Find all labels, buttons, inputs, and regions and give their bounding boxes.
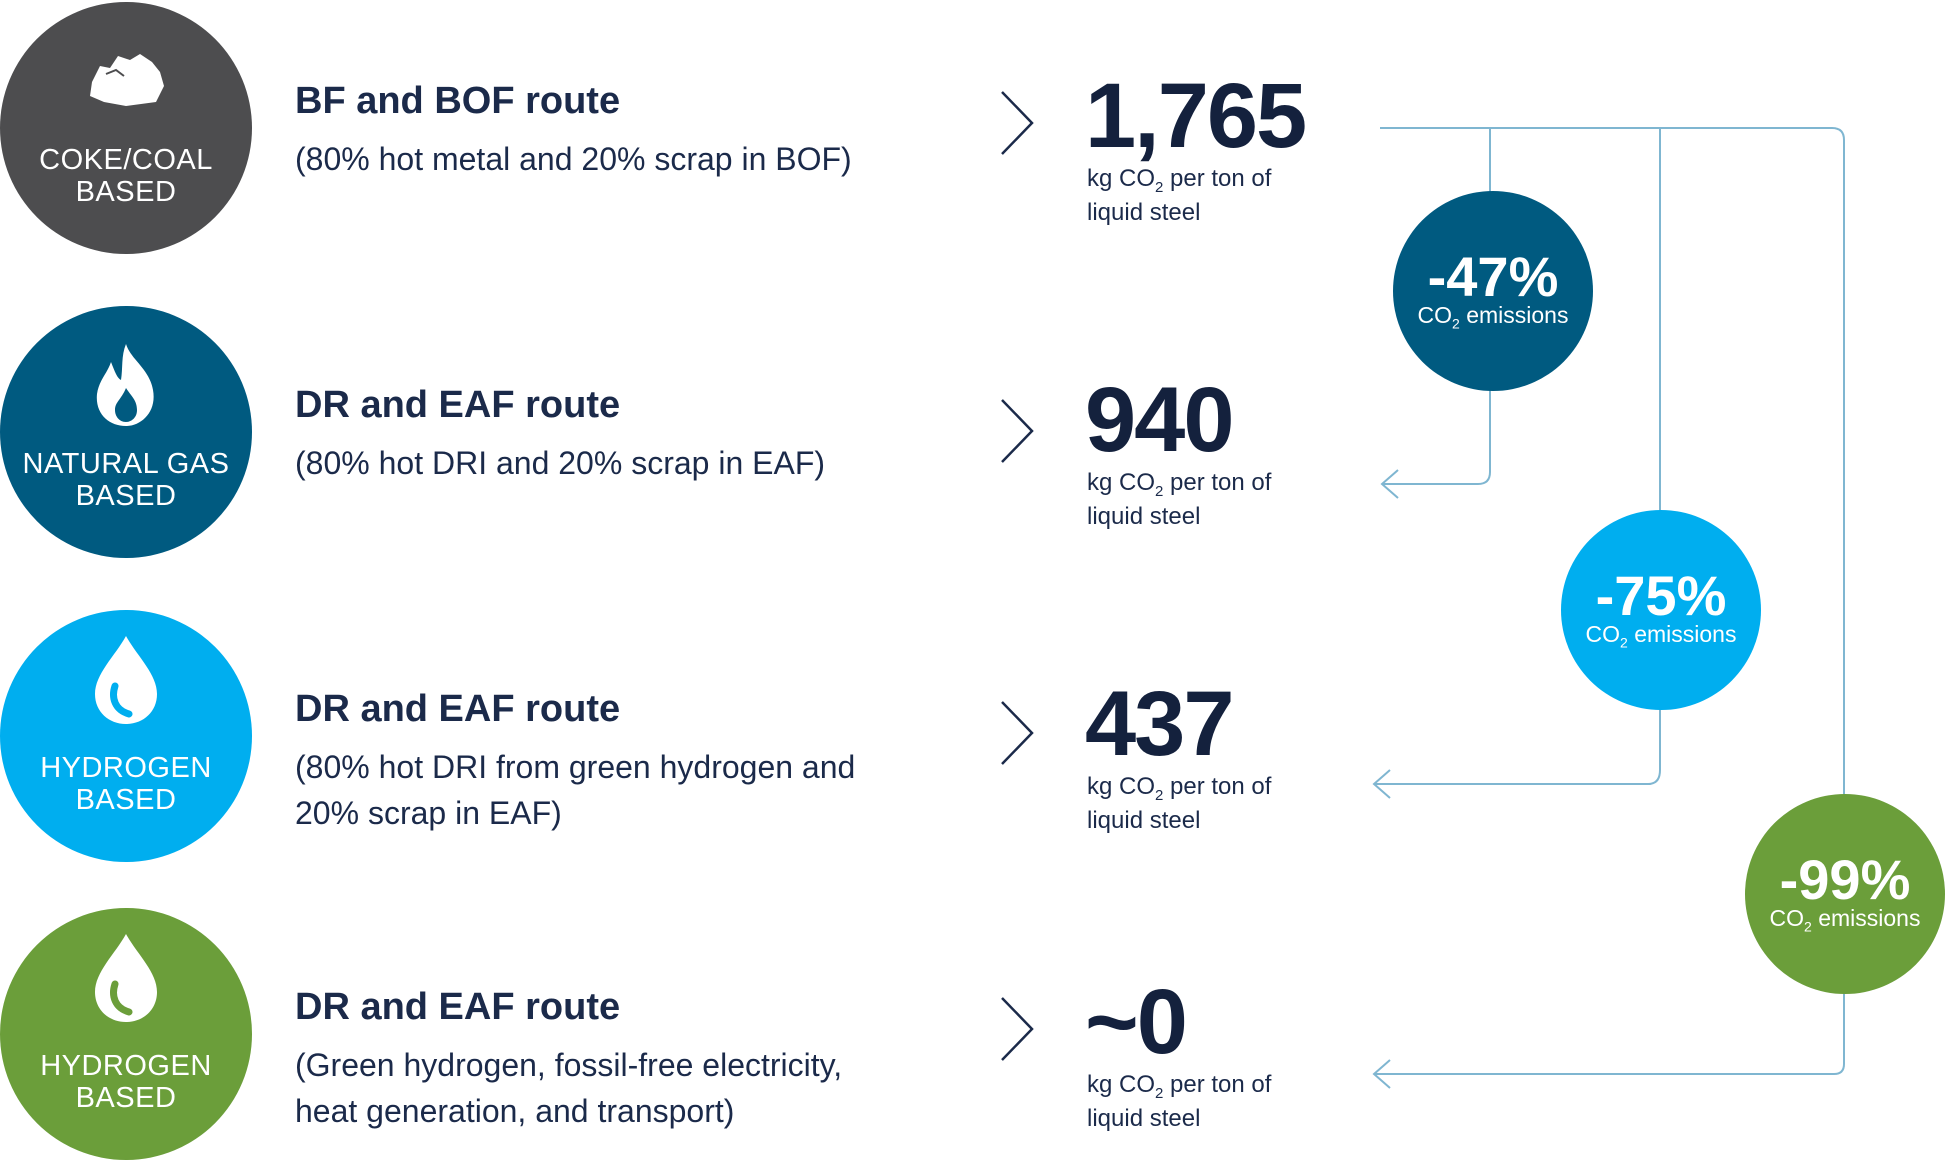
category-label: BASED <box>75 176 177 208</box>
category-circle-natural-gas: NATURAL GAS BASED <box>0 306 252 558</box>
emission-unit: kg CO2 per ton of liquid steel <box>1087 1071 1272 1132</box>
route-description: (80% hot DRI and 20% scrap in EAF) <box>295 440 985 486</box>
reduction-label: CO2 emissions <box>1585 621 1737 651</box>
route-title: DR and EAF route <box>295 986 621 1028</box>
chevron-right-icon <box>1001 997 1034 1061</box>
chevron-right-icon <box>1001 701 1034 765</box>
category-circle-hydrogen-green: HYDROGEN BASED <box>0 908 252 1160</box>
route-title: BF and BOF route <box>295 80 621 122</box>
reduction-percent: -99% <box>1779 848 1911 911</box>
water-drop-icon <box>91 634 161 731</box>
emission-unit: kg CO2 per ton of liquid steel <box>1087 469 1272 530</box>
reduction-badge: -47% CO2 emissions <box>1393 191 1593 391</box>
reduction-badge: -75% CO2 emissions <box>1561 510 1761 710</box>
route-title: DR and EAF route <box>295 384 621 426</box>
reduction-percent: -75% <box>1595 564 1727 627</box>
route-description-line: (80% hot metal and 20% scrap in BOF) <box>295 141 852 177</box>
emission-unit: kg CO2 per ton of liquid steel <box>1087 773 1272 834</box>
category-label: BASED <box>75 784 177 816</box>
route-description: (80% hot metal and 20% scrap in BOF) <box>295 136 985 182</box>
chevron-right-icon <box>1001 91 1034 155</box>
emission-value: 940 <box>1085 369 1234 471</box>
reduction-label: CO2 emissions <box>1769 905 1921 935</box>
category-label: BASED <box>75 1082 177 1114</box>
emission-value: ~0 <box>1085 971 1188 1073</box>
reduction-label: CO2 emissions <box>1417 302 1569 332</box>
route-description-line: (Green hydrogen, fossil-free electricity… <box>295 1047 843 1083</box>
route-description: (Green hydrogen, fossil-free electricity… <box>295 1042 985 1134</box>
reduction-badge: -99% CO2 emissions <box>1745 794 1945 994</box>
category-label: COKE/COAL <box>39 144 213 176</box>
category-label: NATURAL GAS <box>22 448 230 480</box>
route-description-line: (80% hot DRI and 20% scrap in EAF) <box>295 445 826 481</box>
chevron-right-icon <box>1001 399 1034 463</box>
route-title: DR and EAF route <box>295 688 621 730</box>
category-label: HYDROGEN <box>40 1050 212 1082</box>
category-circle-coal: COKE/COAL BASED <box>0 2 252 254</box>
route-description-line: (80% hot DRI from green hydrogen and <box>295 749 856 785</box>
category-label: HYDROGEN <box>40 752 212 784</box>
route-description-line: heat generation, and transport) <box>295 1093 735 1129</box>
route-description-line: 20% scrap in EAF) <box>295 795 562 831</box>
emission-value: 1,765 <box>1085 65 1307 167</box>
flame-icon <box>91 342 161 433</box>
category-label: BASED <box>75 480 177 512</box>
reduction-percent: -47% <box>1427 245 1559 308</box>
coal-icon <box>86 52 166 113</box>
category-circle-hydrogen-blue: HYDROGEN BASED <box>0 610 252 862</box>
route-description: (80% hot DRI from green hydrogen and 20%… <box>295 744 985 836</box>
emission-unit: kg CO2 per ton of liquid steel <box>1087 165 1272 226</box>
emission-value: 437 <box>1085 673 1234 775</box>
water-drop-icon <box>91 932 161 1029</box>
